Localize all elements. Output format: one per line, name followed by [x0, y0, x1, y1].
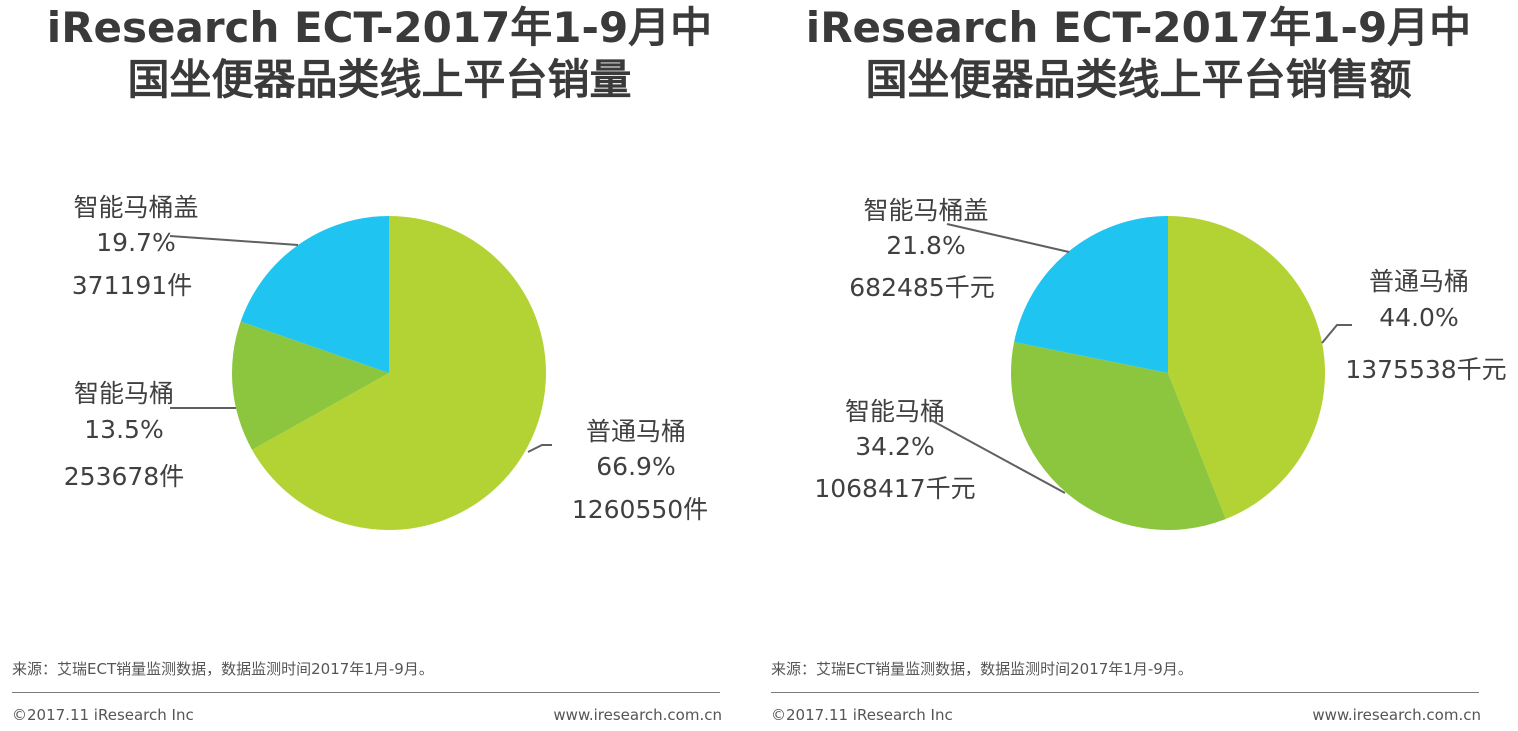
footer-divider [771, 692, 1479, 693]
leader-lines [930, 223, 1352, 494]
website-url: www.iresearch.com.cn [553, 706, 722, 724]
slice-label-0: 普通马桶 44.0% 1375538千元 [1345, 267, 1506, 384]
pie-slice-1 [1011, 341, 1226, 530]
slice-label-name: 普通马桶 [1369, 267, 1469, 296]
leader-line-slice-0 [1321, 324, 1352, 344]
leader-line-slice-2 [169, 235, 299, 246]
pie-slice-0 [252, 216, 547, 531]
slice-label-percent: 19.7% [96, 228, 175, 257]
pie-chart-sales-volume: 普通马桶 66.9% 1260550件 智能马桶 13.5% 253678件 智… [64, 193, 708, 531]
slice-label-value: 682485千元 [849, 273, 994, 302]
slice-label-name: 普通马桶 [586, 417, 686, 446]
chart-panel-sales-revenue: iResearch ECT-2017年1-9月中 国坐便器品类线上平台销售额 普… [759, 0, 1518, 731]
leader-line-slice-0 [527, 444, 552, 453]
slice-label-percent: 66.9% [596, 452, 675, 481]
copyright-text: ©2017.11 iResearch Inc [771, 706, 953, 724]
chart-panel-sales-volume: iResearch ECT-2017年1-9月中 国坐便器品类线上平台销量 普通… [0, 2, 759, 724]
pie-slice-1 [232, 321, 389, 450]
chart-title-line-2: 国坐便器品类线上平台销量 [127, 55, 632, 104]
copyright-text: ©2017.11 iResearch Inc [12, 706, 194, 724]
pie-slice-2 [240, 216, 389, 373]
pie-chart-sales-revenue: 普通马桶 44.0% 1375538千元 智能马桶 34.2% 1068417千… [814, 196, 1507, 530]
leader-line-slice-1 [930, 419, 1066, 494]
chart-title-line-1: iResearch ECT-2017年1-9月中 [46, 3, 713, 52]
slice-label-1: 智能马桶 34.2% 1068417千元 [814, 397, 975, 503]
slice-label-percent: 34.2% [855, 432, 934, 461]
slice-label-value: 1260550件 [572, 495, 708, 524]
slice-label-percent: 21.8% [886, 231, 965, 260]
pie-slice-0 [1168, 216, 1325, 519]
website-url: www.iresearch.com.cn [1312, 706, 1481, 724]
slice-label-1: 智能马桶 13.5% 253678件 [64, 379, 184, 491]
footer-divider [12, 692, 720, 693]
slice-label-value: 371191件 [72, 271, 192, 300]
data-source-note: 来源：艾瑞ECT销量监测数据，数据监测时间2017年1月-9月。 [12, 660, 434, 678]
slice-label-percent: 44.0% [1379, 303, 1458, 332]
slice-label-value: 1068417千元 [814, 474, 975, 503]
chart-title: iResearch ECT-2017年1-9月中 国坐便器品类线上平台销售额 [759, 2, 1518, 106]
chart-title-line-1: iResearch ECT-2017年1-9月中 [805, 3, 1472, 52]
slice-label-percent: 13.5% [84, 415, 163, 444]
data-source-note: 来源：艾瑞ECT销量监测数据，数据监测时间2017年1月-9月。 [771, 660, 1193, 678]
slice-label-name: 智能马桶 [74, 379, 174, 408]
slice-label-2: 智能马桶盖 21.8% 682485千元 [849, 196, 994, 302]
leader-line-slice-2 [946, 223, 1070, 253]
slice-label-name: 智能马桶盖 [863, 196, 988, 225]
slice-label-name: 智能马桶 [845, 397, 945, 426]
slice-label-value: 253678件 [64, 462, 184, 491]
slice-label-0: 普通马桶 66.9% 1260550件 [572, 417, 708, 524]
leader-lines [169, 235, 552, 453]
slice-label-name: 智能马桶盖 [73, 193, 198, 222]
chart-title-line-2: 国坐便器品类线上平台销售额 [865, 55, 1412, 104]
slice-label-2: 智能马桶盖 19.7% 371191件 [72, 193, 199, 300]
slice-label-value: 1375538千元 [1345, 355, 1506, 384]
pie-slice-2 [1014, 216, 1168, 373]
chart-title: iResearch ECT-2017年1-9月中 国坐便器品类线上平台销量 [0, 2, 759, 106]
